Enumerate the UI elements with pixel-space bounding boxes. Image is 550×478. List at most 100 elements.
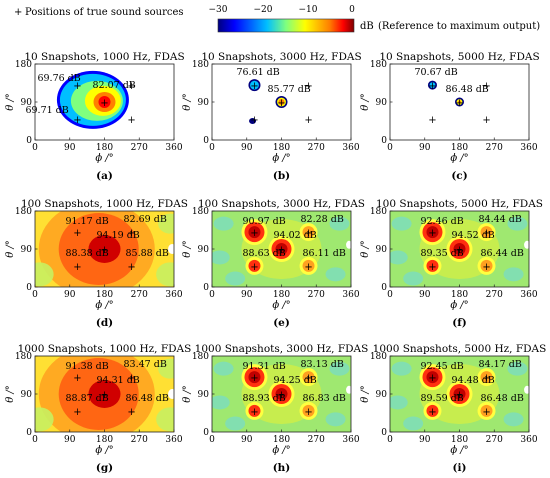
y-tick-label: 180: [370, 207, 387, 217]
heatmap-blob: [158, 358, 174, 379]
panel-d: + + + + +91.17 dB 82.69 dB 94.19 dB 88.38 dB 85.…: [5, 198, 188, 329]
x-tick-label: 270: [131, 435, 148, 445]
x-tick-label: 360: [165, 143, 182, 153]
heatmap-blob: [275, 243, 288, 255]
peak-level-label: 83.13 dB: [301, 359, 344, 370]
peak-level-label: 86.44 dB: [481, 248, 524, 259]
heatmap-blob: [480, 226, 493, 239]
heatmap-blob: [250, 80, 259, 90]
heatmap-blob: [275, 388, 288, 400]
y-axis-label: θ /°: [360, 93, 371, 111]
peak-level-label: 86.48 dB: [481, 393, 524, 404]
source-marker: +: [250, 407, 258, 418]
panel-i: + + + + +92.45 dB 84.17 dB 94.48 dB 89.59 dB 86.…: [360, 343, 546, 474]
source-marker: +: [127, 262, 135, 273]
heatmap-blob: [98, 96, 111, 108]
x-tick-label: 0: [209, 435, 215, 445]
source-marker: +: [73, 228, 81, 239]
heatmap-blob: [329, 361, 350, 376]
heatmap-blob: [507, 216, 528, 231]
x-tick-label: 90: [241, 435, 253, 445]
y-tick-label: 180: [192, 60, 209, 70]
heatmap-area: [35, 211, 174, 287]
source-marker: +: [482, 373, 490, 384]
x-axis-label: ϕ /°: [95, 153, 113, 164]
heatmap-blob: [35, 262, 54, 287]
peak-level-label: 76.61 dB: [236, 67, 279, 78]
y-axis-label: θ /°: [182, 240, 193, 258]
heatmap-blob: [426, 404, 439, 417]
source-marker: +: [127, 81, 135, 92]
panel-g: + + + + +91.38 dB 83.47 dB 94.31 dB 88.87 dB 86.…: [5, 343, 191, 474]
x-tick-label: 270: [308, 290, 325, 300]
heatmap-blob: [248, 371, 261, 384]
panel-h: + + + + +91.31 dB 83.13 dB 94.25 dB 88.93 dB 86.…: [182, 343, 368, 474]
x-tick-label: 90: [419, 143, 431, 153]
peak-level-label: 86.48 dB: [126, 393, 169, 404]
heatmap-blob: [390, 250, 408, 265]
panel-letter: (c): [451, 170, 467, 182]
peak-level-label: 92.46 dB: [420, 216, 463, 227]
peak-level-label: 85.88 dB: [126, 248, 169, 259]
y-tick-label: 0: [26, 428, 32, 438]
y-tick-label: 90: [198, 390, 210, 400]
panel-letter: (h): [273, 462, 291, 474]
source-marker: +: [277, 245, 285, 256]
heatmap-blob: [302, 259, 315, 272]
x-tick-label: 0: [209, 143, 215, 153]
source-marker: +: [100, 245, 108, 256]
heatmap-area: [212, 211, 351, 287]
heatmap-area: [35, 64, 174, 140]
panel-letter: (e): [273, 317, 290, 329]
peak-level-label: 91.17 dB: [65, 216, 108, 227]
x-tick-label: 0: [387, 143, 393, 153]
source-marker: +: [277, 390, 285, 401]
colorbar-reference-note: (Reference to maximum output): [378, 21, 540, 32]
x-tick-label: 0: [32, 143, 38, 153]
y-tick-label: 0: [26, 283, 32, 293]
x-axis-label: ϕ /°: [272, 445, 290, 456]
source-marker: +: [304, 373, 312, 384]
colorbar-tick-label: −30: [209, 5, 228, 15]
source-marker: +: [250, 373, 258, 384]
y-tick-label: 90: [376, 98, 388, 108]
heatmap-blob: [391, 216, 412, 231]
source-marker: +: [428, 81, 436, 92]
source-marker-legend-icon: +: [14, 7, 22, 18]
source-marker: +: [127, 407, 135, 418]
x-tick-label: 360: [520, 435, 537, 445]
panel-letter: (d): [96, 317, 113, 329]
colorbar-tick-label: −20: [254, 5, 273, 15]
peak-level-label: 88.38 dB: [65, 248, 108, 259]
source-marker: +: [73, 81, 81, 92]
source-marker: +: [250, 228, 258, 239]
y-tick-label: 0: [203, 136, 209, 146]
peak-level-label: 84.17 dB: [479, 359, 522, 370]
heatmap-blob: [225, 271, 246, 286]
source-marker: +: [428, 262, 436, 273]
legend: + Positions of true sound sources −30 −2…: [14, 5, 540, 33]
x-tick-label: 0: [209, 290, 215, 300]
heatmap-blob: [302, 226, 315, 239]
source-marker: +: [250, 115, 258, 126]
source-marker: +: [73, 407, 81, 418]
x-axis-label: ϕ /°: [272, 153, 290, 164]
heatmap-blob: [480, 371, 493, 384]
heatmap-blob: [278, 99, 285, 105]
y-axis-label: θ /°: [182, 385, 193, 403]
x-tick-label: 90: [419, 290, 431, 300]
panel-letter: (f): [452, 317, 466, 329]
panel-title: 1000 Snapshots, 5000 Hz, FDAS: [373, 343, 547, 355]
heatmap-blob: [88, 380, 121, 408]
source-marker: +: [127, 373, 135, 384]
x-tick-label: 360: [342, 290, 359, 300]
heatmap-blob: [403, 271, 424, 286]
x-tick-label: 360: [342, 143, 359, 153]
heatmap-blob: [403, 416, 424, 431]
x-tick-label: 180: [273, 435, 290, 445]
source-marker: +: [455, 98, 463, 109]
colorbar-tick-label: −10: [299, 5, 318, 15]
peak-level-label: 88.63 dB: [242, 248, 285, 259]
heatmap-blob: [213, 216, 234, 231]
